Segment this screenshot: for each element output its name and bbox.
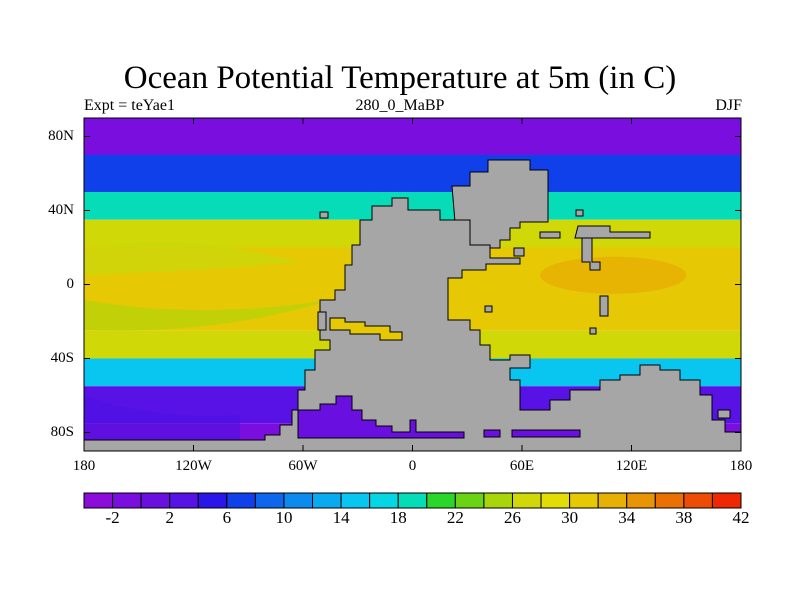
colorbar-box (540, 492, 571, 509)
colorbar-box (369, 492, 399, 509)
colorbar-label: 6 (222, 508, 232, 527)
colorbar-box (169, 492, 199, 509)
colorbar-box (597, 492, 628, 509)
lon-tick-label: 0 (408, 458, 417, 474)
landmass-1 (83, 197, 742, 452)
colorbar-box (426, 492, 456, 509)
colorbar-box (254, 492, 285, 509)
colorbar-label: -2 (105, 508, 120, 527)
lon-tick-label: 60W (288, 458, 318, 474)
colorbar-box (197, 492, 228, 509)
lon-tick-label: 180 (729, 458, 753, 474)
lat-tick-label: 80S (50, 423, 74, 440)
landmass-5 (513, 247, 525, 257)
temp-band-1 (84, 155, 741, 192)
colorbar-box (312, 492, 342, 509)
polar-sea (483, 429, 501, 438)
colorbar-label: 18 (389, 508, 407, 527)
lat-tick-label: 0 (66, 275, 75, 292)
lon-tick-label: 120E (615, 458, 648, 474)
colorbar-box (283, 492, 314, 509)
colorbar-box (569, 492, 599, 509)
colorbar-label: 38 (675, 508, 693, 527)
warm-pool (540, 256, 687, 294)
lon-tick-label: 60E (509, 458, 535, 474)
colorbar-label: 22 (446, 508, 464, 527)
landmass-8 (589, 327, 597, 335)
colorbar-box (626, 492, 656, 509)
colorbar (83, 492, 742, 509)
lat-tick-label: 40N (48, 201, 74, 218)
colorbar-box (340, 492, 371, 509)
colorbar-label: 42 (732, 508, 750, 527)
landmass-11 (317, 311, 327, 331)
lat-tick-label: 80N (48, 127, 74, 144)
colorbar-label: 14 (332, 508, 350, 527)
landmass-6 (484, 305, 493, 313)
landmass-3 (581, 237, 601, 271)
season-label: DJF (715, 97, 742, 114)
colorbar-box (483, 492, 513, 509)
temp-band-0 (84, 118, 741, 155)
map-plot-area (83, 117, 742, 452)
colorbar-box (654, 492, 685, 509)
polar-sea (511, 429, 581, 438)
colorbar-box (83, 492, 114, 509)
lon-tick-label: 180 (72, 458, 96, 474)
experiment-label: Expt = teYae1 (84, 97, 175, 114)
colorbar-label: 2 (165, 508, 174, 527)
lat-tick-label: 40S (50, 349, 74, 366)
colorbar-box (683, 492, 713, 509)
age-label: 280_0_MaBP (355, 97, 445, 114)
gradient-streak (84, 395, 240, 451)
gradient-streak (84, 300, 330, 331)
colorbar-label: 34 (618, 508, 636, 527)
colorbar-box (454, 492, 485, 509)
landmass-10 (575, 209, 584, 217)
colorbar-box (711, 492, 742, 509)
colorbar-label: 30 (561, 508, 579, 527)
colorbar-label: 26 (503, 508, 521, 527)
lon-tick-label: 120W (175, 458, 212, 474)
colorbar-box (140, 492, 171, 509)
colorbar-box (112, 492, 142, 509)
landmass-2 (574, 225, 651, 239)
landmass-9 (319, 211, 329, 219)
warm-bay (329, 317, 403, 341)
map-title: Ocean Potential Temperature at 5m (in C) (123, 60, 677, 96)
gradient-streak (84, 242, 300, 275)
colorbar-box (226, 492, 256, 509)
colorbar-box (397, 492, 428, 509)
landmass-4 (539, 231, 561, 239)
colorbar-label: 10 (275, 508, 293, 527)
polar-sea (297, 395, 465, 439)
landmass-12 (717, 409, 731, 419)
landmass-7 (599, 295, 609, 317)
colorbar-box (511, 492, 542, 509)
